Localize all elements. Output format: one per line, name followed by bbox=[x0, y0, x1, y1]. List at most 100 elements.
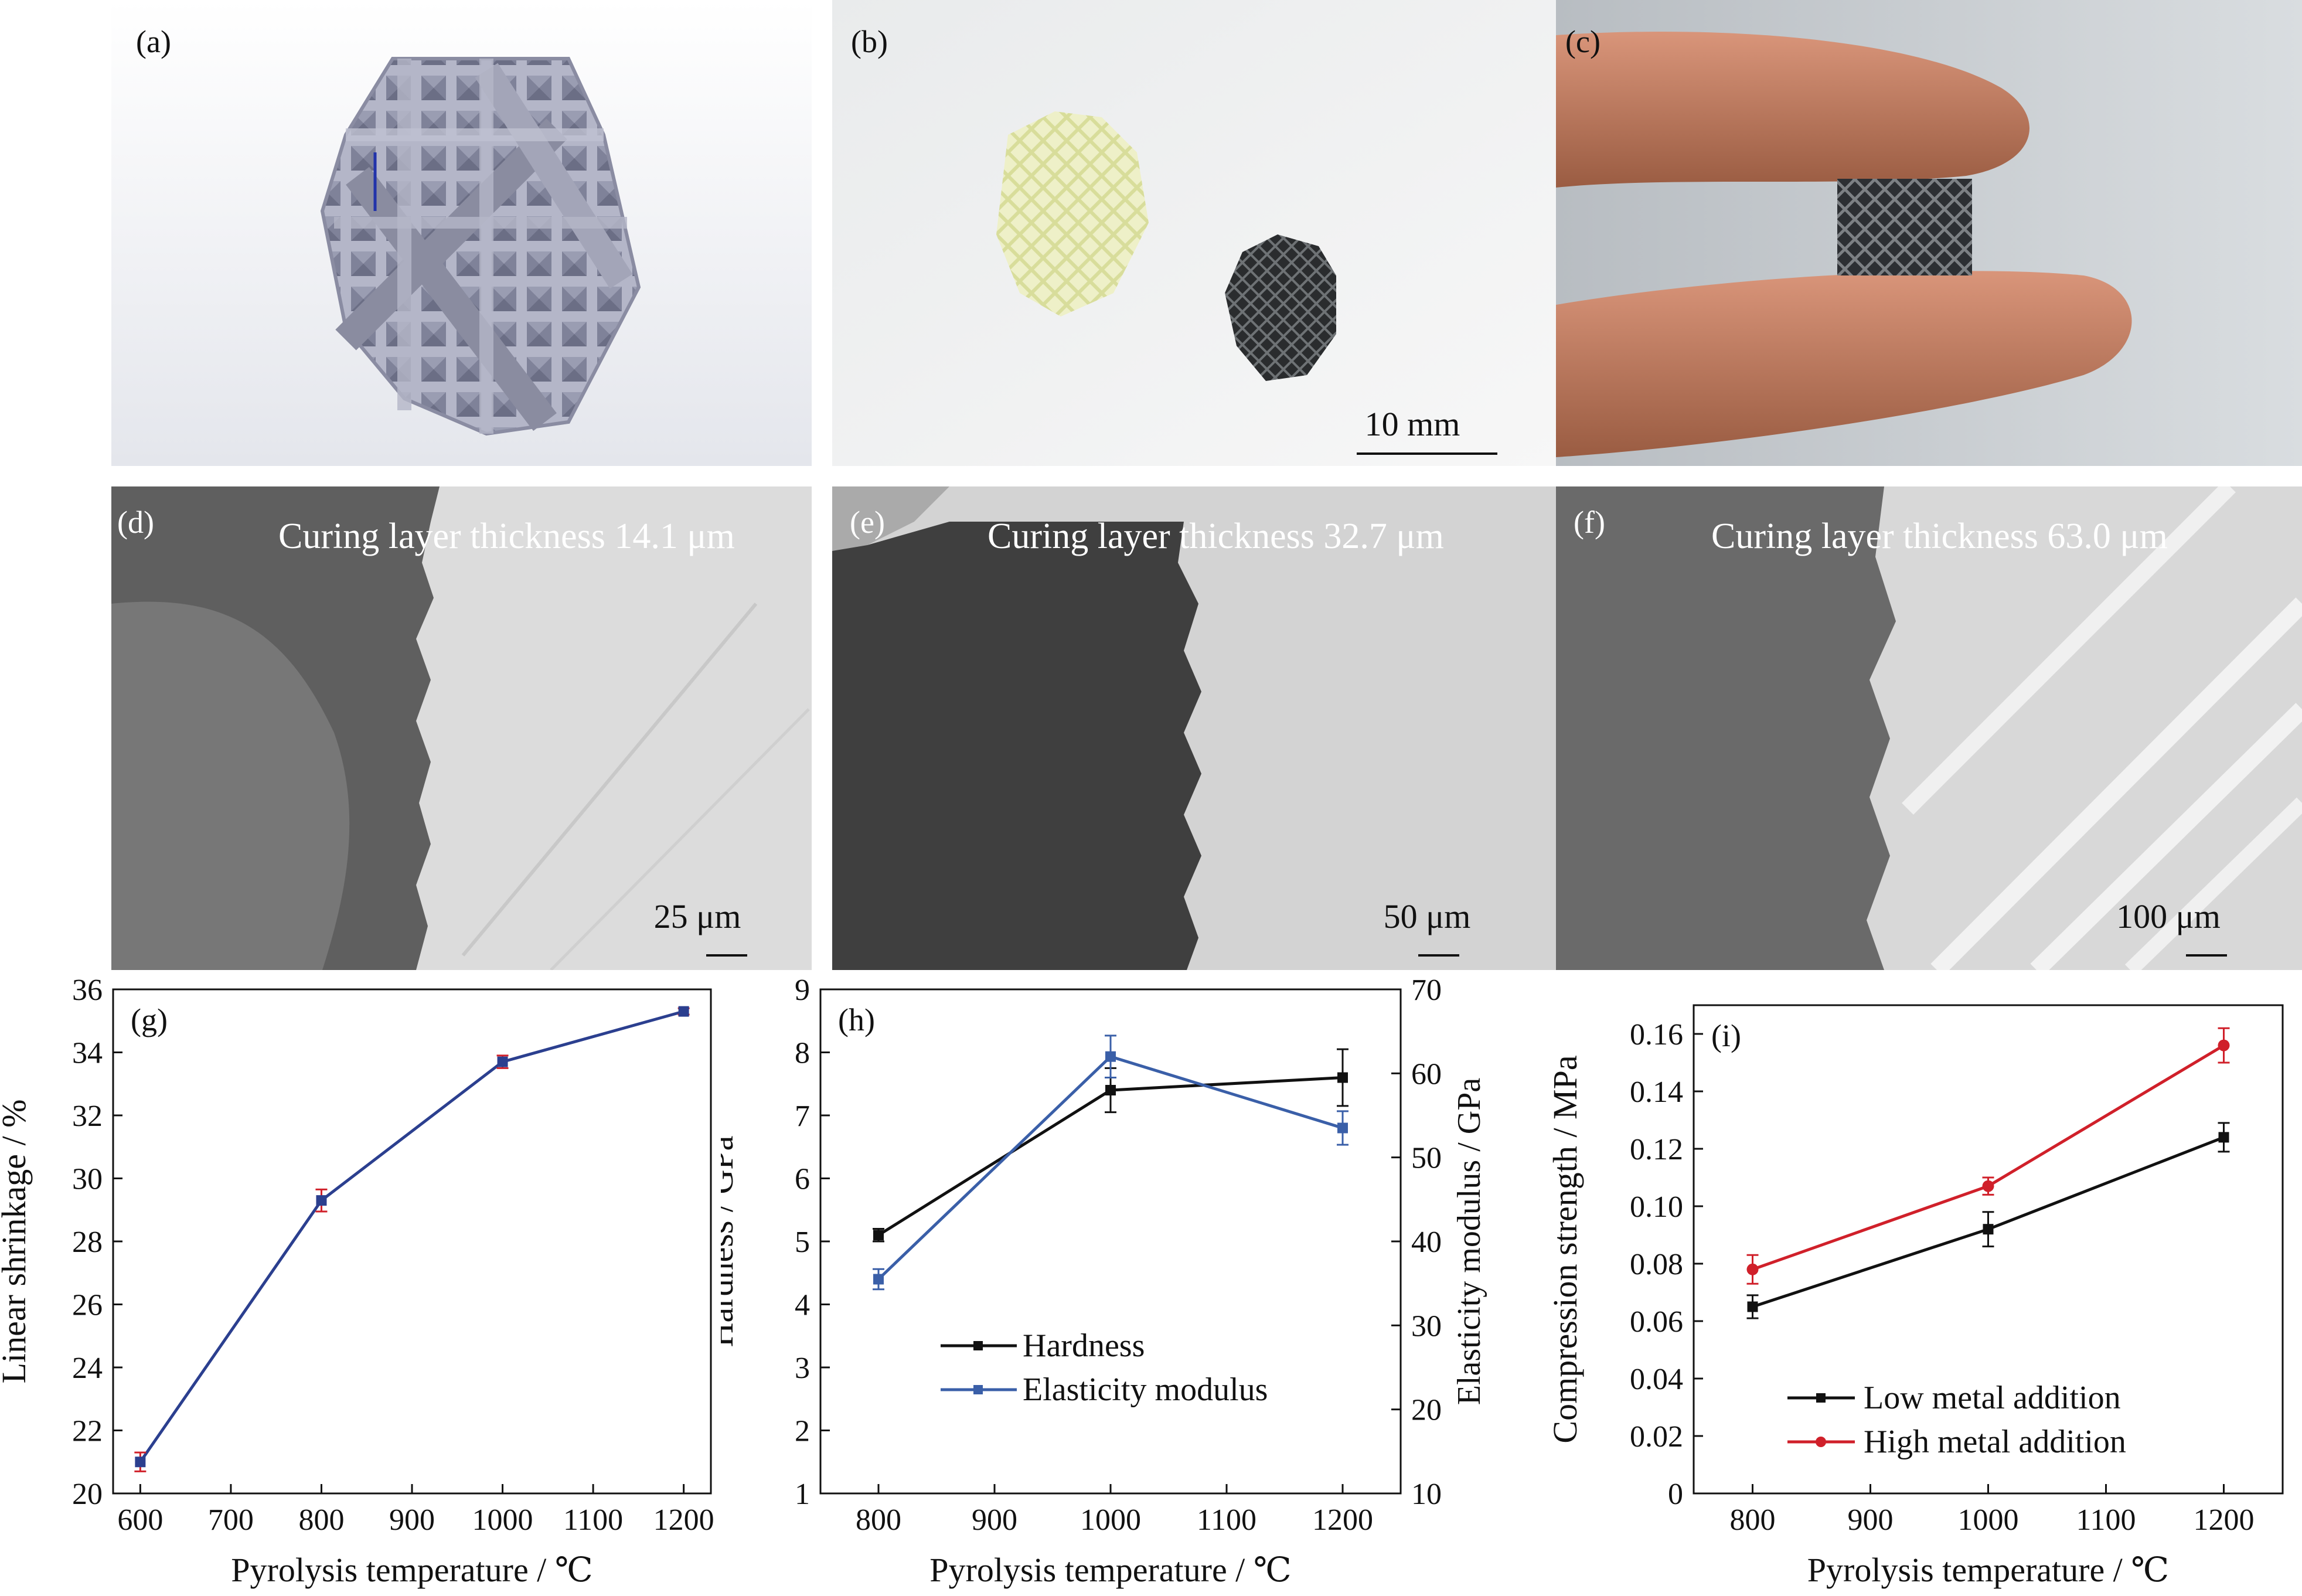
y-tick-label: 26 bbox=[72, 1289, 103, 1322]
legend-marker bbox=[1816, 1393, 1826, 1403]
y-axis-label: Hardness / GPa bbox=[721, 1136, 740, 1347]
legend-label: Hardness bbox=[1023, 1328, 1145, 1364]
scale-label-d: 25 μm bbox=[653, 897, 741, 935]
sem-image-e bbox=[832, 486, 1556, 970]
y-tick-label: 9 bbox=[795, 979, 810, 1007]
panel-label-f: (f) bbox=[1574, 505, 1605, 540]
panel-f-sem: (f) Curing layer thickness 63.0 μm 100 μ… bbox=[1556, 486, 2302, 970]
x-tick-label: 600 bbox=[117, 1503, 163, 1537]
x-tick-label: 800 bbox=[856, 1503, 901, 1537]
panel-label-e: (e) bbox=[850, 505, 885, 540]
data-point bbox=[316, 1195, 327, 1206]
y-tick-label: 4 bbox=[795, 1289, 810, 1322]
x-tick-label: 1100 bbox=[1197, 1503, 1256, 1537]
data-point bbox=[1982, 1180, 1994, 1192]
panel-label-b: (b) bbox=[851, 24, 888, 59]
chart-i-compression-strength: (i) 800 900 1000 1100 1200 0 0.02 0.04 0.06 0.08 0.… bbox=[1547, 1004, 2284, 1589]
y-right-tick-label: 10 bbox=[1411, 1478, 1442, 1511]
y-axis-label: Linear shrinkage / % bbox=[0, 1100, 33, 1384]
sem-image-d bbox=[111, 486, 812, 970]
y-tick-label: 0.10 bbox=[1630, 1190, 1683, 1224]
data-point bbox=[135, 1457, 146, 1468]
panel-label: (g) bbox=[131, 1002, 168, 1037]
panel-label-d: (d) bbox=[117, 505, 154, 540]
x-tick-label: 900 bbox=[1848, 1503, 1894, 1537]
scale-label-f: 100 μm bbox=[2116, 897, 2221, 935]
data-point bbox=[873, 1230, 884, 1241]
sem-title-f: Curing layer thickness 63.0 μm bbox=[1711, 516, 2168, 556]
x-tick-label: 900 bbox=[972, 1503, 1017, 1537]
data-point bbox=[1105, 1085, 1116, 1095]
x-tick-label: 1100 bbox=[2076, 1503, 2136, 1537]
y-right-tick-label: 50 bbox=[1411, 1142, 1442, 1175]
x-tick-label: 1100 bbox=[563, 1503, 623, 1537]
lattice-cad-render bbox=[111, 0, 812, 466]
x-tick-label: 900 bbox=[389, 1503, 435, 1537]
panel-e-sem: (e) Curing layer thickness 32.7 μm 50 μm bbox=[832, 486, 1556, 970]
y-tick-label: 0.12 bbox=[1630, 1133, 1683, 1166]
panel-label: (h) bbox=[838, 1002, 875, 1037]
y-tick-label: 0.04 bbox=[1630, 1363, 1683, 1396]
scale-label-b: 10 mm bbox=[1364, 405, 1460, 443]
legend-marker bbox=[973, 1385, 983, 1394]
y-right-tick-label: 60 bbox=[1411, 1057, 1442, 1091]
plot-frame bbox=[112, 988, 712, 1495]
data-point bbox=[1337, 1072, 1348, 1083]
data-point bbox=[1337, 1122, 1348, 1134]
x-axis-label: Pyrolysis temperature / ℃ bbox=[929, 1551, 1291, 1589]
data-point bbox=[1105, 1051, 1116, 1062]
sem-title-d: Curing layer thickness 14.1 μm bbox=[278, 516, 735, 556]
y-tick-label: 28 bbox=[72, 1226, 103, 1259]
y-right-tick-label: 20 bbox=[1411, 1394, 1442, 1427]
scale-bar-d bbox=[706, 954, 747, 957]
legend-label: Low metal addition bbox=[1864, 1380, 2121, 1416]
panel-b-photo: (b) 10 mm bbox=[832, 0, 1556, 466]
y-tick-label: 34 bbox=[72, 1037, 103, 1070]
x-tick-label: 700 bbox=[208, 1503, 254, 1537]
y-tick-label: 7 bbox=[795, 1100, 810, 1133]
data-point bbox=[2218, 1039, 2230, 1051]
chart-g-linear-shrinkage: (g) 600 700 800 900 1000 1100 1200 20 22 24 26 28 30 3… bbox=[0, 979, 714, 1589]
y-axis-label: Compression strength / MPa bbox=[1547, 1055, 1584, 1443]
y-tick-label: 0.16 bbox=[1630, 1018, 1683, 1051]
sem-title-e: Curing layer thickness 32.7 μm bbox=[987, 516, 1444, 556]
legend-marker bbox=[1816, 1437, 1826, 1447]
y-tick-label: 30 bbox=[72, 1163, 103, 1196]
panel-d-sem: (d) Curing layer thickness 14.1 μm 25 μm bbox=[111, 486, 812, 970]
data-point bbox=[678, 1006, 689, 1017]
panel-a-render: (a) bbox=[111, 0, 812, 466]
y-tick-label: 20 bbox=[72, 1478, 103, 1511]
x-tick-label: 1200 bbox=[653, 1503, 714, 1537]
y-tick-label: 5 bbox=[795, 1226, 810, 1259]
y-right-axis-label: Elasticity modulus / GPa bbox=[1451, 1078, 1487, 1406]
scale-bar-b bbox=[1357, 452, 1497, 455]
sem-image-f bbox=[1556, 486, 2302, 970]
x-tick-label: 1000 bbox=[1080, 1503, 1141, 1537]
data-point bbox=[1746, 1263, 1759, 1275]
x-tick-label: 800 bbox=[298, 1503, 344, 1537]
sample-in-fingers-photo bbox=[1556, 0, 2302, 466]
legend-label: Elasticity modulus bbox=[1023, 1372, 1268, 1408]
y-tick-label: 1 bbox=[795, 1478, 810, 1511]
y-tick-label: 36 bbox=[72, 979, 103, 1007]
x-tick-label: 800 bbox=[1730, 1503, 1776, 1537]
y-tick-label: 8 bbox=[795, 1037, 810, 1070]
y-tick-label: 0.08 bbox=[1630, 1248, 1683, 1281]
data-point bbox=[873, 1274, 884, 1285]
x-tick-label: 1000 bbox=[1958, 1503, 2019, 1537]
y-tick-label: 0.02 bbox=[1630, 1420, 1683, 1454]
panel-label: (i) bbox=[1711, 1018, 1741, 1053]
scale-label-e: 50 μm bbox=[1383, 897, 1471, 935]
x-tick-label: 1200 bbox=[2194, 1503, 2255, 1537]
y-tick-label: 32 bbox=[72, 1100, 103, 1133]
data-point bbox=[497, 1056, 508, 1067]
x-axis-label: Pyrolysis temperature / ℃ bbox=[1807, 1551, 2169, 1589]
y-right-tick-label: 40 bbox=[1411, 1226, 1442, 1259]
x-tick-label: 1000 bbox=[472, 1503, 533, 1537]
chart-h-hardness-modulus: (h) 800 900 1000 1100 1200 1 2 3 4 5 6 7 8 9 10 20 30 40 50… bbox=[721, 979, 1487, 1589]
legend-marker bbox=[973, 1341, 983, 1350]
legend-label: High metal addition bbox=[1864, 1424, 2126, 1460]
y-tick-label: 24 bbox=[72, 1352, 103, 1385]
y-right-tick-label: 70 bbox=[1411, 979, 1442, 1007]
y-tick-label: 0.06 bbox=[1630, 1305, 1683, 1339]
